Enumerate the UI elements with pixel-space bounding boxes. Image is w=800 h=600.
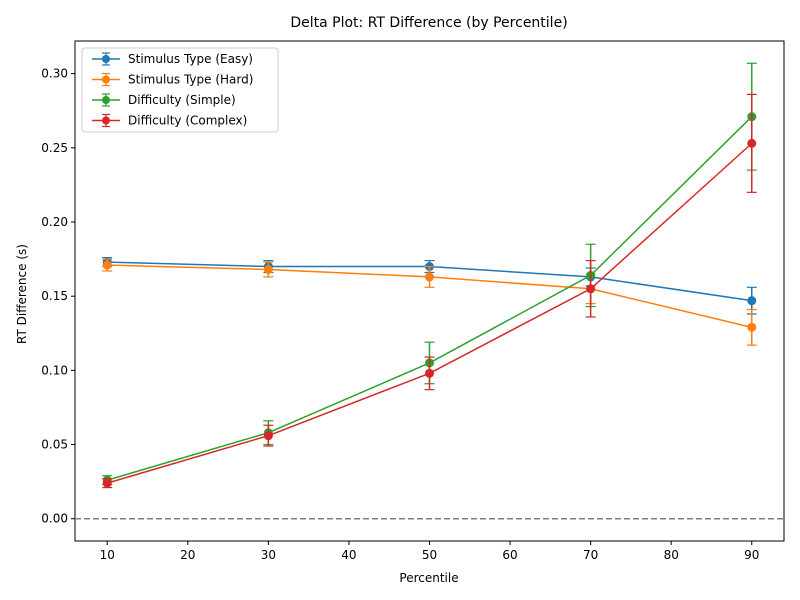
y-tick-label: 0.05 [41, 438, 68, 452]
data-point [747, 322, 757, 332]
x-tick-label: 50 [422, 548, 437, 562]
legend-label: Difficulty (Complex) [128, 114, 247, 128]
data-point [425, 368, 434, 378]
legend-label: Stimulus Type (Hard) [128, 73, 253, 87]
y-tick-label: 0.10 [41, 363, 68, 377]
data-point [263, 264, 273, 274]
data-point [102, 260, 112, 270]
data-point [102, 478, 112, 488]
legend-marker [102, 55, 110, 63]
y-tick-label: 0.25 [41, 141, 68, 155]
legend: Stimulus Type (Easy) Stimulus Type (Hard)… [81, 47, 279, 133]
legend-marker [102, 116, 110, 125]
plot-area: 10 20 30 40 50 60 70 80 90 0.00 0.05 0.10 0.15 0.20 0.… [41, 40, 785, 562]
x-tick-label: 90 [744, 548, 759, 562]
data-point [425, 272, 434, 282]
x-tick-label: 60 [502, 548, 517, 562]
data-point [586, 284, 596, 294]
x-tick-label: 70 [583, 548, 598, 562]
x-tick-label: 40 [341, 548, 356, 562]
data-point [747, 138, 757, 148]
x-axis-label: Percentile [399, 571, 458, 585]
series-4 [102, 93, 757, 489]
x-tick-label: 80 [664, 548, 679, 562]
legend-marker [102, 96, 110, 104]
data-point [747, 296, 757, 306]
x-tick-label: 20 [180, 548, 195, 562]
data-point [263, 431, 273, 441]
chart-title: Delta Plot: RT Difference (by Percentile… [290, 15, 567, 31]
x-tick-label: 30 [261, 548, 276, 562]
y-tick-label: 0.00 [41, 512, 68, 526]
y-axis-label: RT Difference (s) [15, 244, 29, 344]
legend-marker [102, 75, 110, 84]
x-tick-label: 10 [100, 548, 115, 562]
y-tick-label: 0.30 [41, 67, 68, 81]
legend-label: Difficulty (Simple) [128, 93, 236, 107]
legend-label: Stimulus Type (Easy) [128, 52, 253, 66]
y-tick-label: 0.20 [41, 215, 68, 229]
y-tick-label: 0.15 [41, 289, 68, 303]
legend-box [81, 47, 279, 133]
